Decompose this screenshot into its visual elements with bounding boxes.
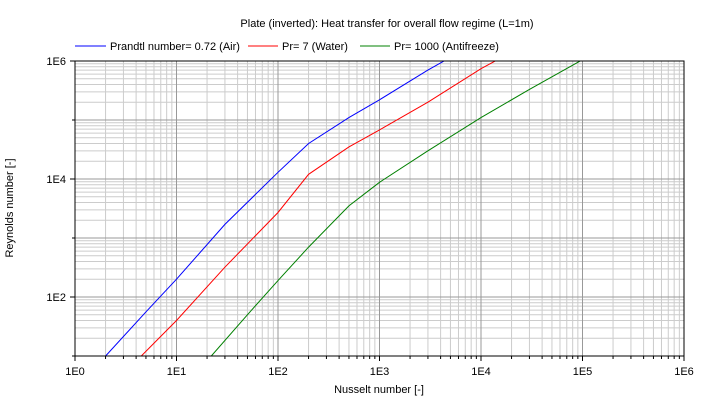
tick-labels: 1E0 1E1 1E2 1E3 1E4 1E5 1E6 1E2 1E4 1E6 xyxy=(46,56,693,378)
legend-label-air: Prandtl number= 0.72 (Air) xyxy=(110,41,240,53)
x-tick-label: 1E1 xyxy=(167,366,187,378)
chart-title: Plate (inverted): Heat transfer for over… xyxy=(240,18,533,30)
legend-label-antifreeze: Pr= 1000 (Antifreeze) xyxy=(394,41,499,53)
x-tick-label: 1E2 xyxy=(268,366,288,378)
legend-label-water: Pr= 7 (Water) xyxy=(282,41,348,53)
x-axis-label: Nusselt number [-] xyxy=(334,384,424,396)
x-tick-label: 1E6 xyxy=(674,366,694,378)
y-axis-label: Reynolds number [-] xyxy=(4,158,16,257)
series-line-water xyxy=(140,61,497,356)
x-tick-label: 1E3 xyxy=(370,366,390,378)
y-tick-label: 1E6 xyxy=(46,56,66,68)
series-line-antifreeze xyxy=(210,61,582,356)
grid-major xyxy=(75,61,684,356)
x-tick-label: 1E0 xyxy=(65,366,85,378)
series-line-air xyxy=(105,61,446,356)
y-tick-label: 1E2 xyxy=(46,292,66,304)
x-tick-label: 1E5 xyxy=(573,366,593,378)
legend: Prandtl number= 0.72 (Air) Pr= 7 (Water)… xyxy=(75,41,499,53)
ticks xyxy=(70,60,685,361)
y-tick-label: 1E4 xyxy=(46,174,66,186)
x-tick-label: 1E4 xyxy=(471,366,491,378)
series-lines xyxy=(105,61,582,356)
